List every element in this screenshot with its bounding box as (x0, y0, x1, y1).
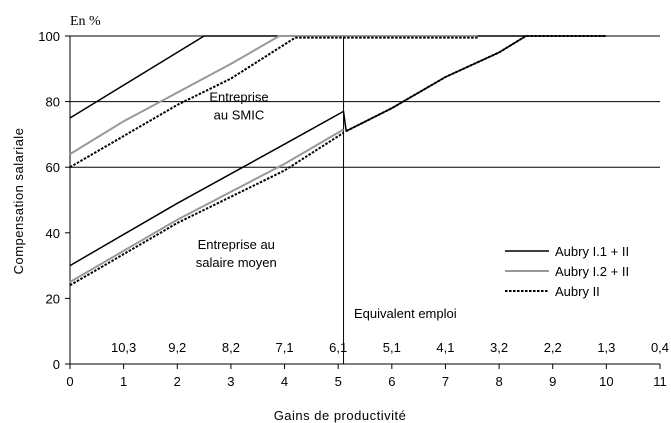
annotation-moyen-line: salaire moyen (196, 255, 277, 270)
y-tick-label: 60 (46, 160, 60, 175)
x-tick-label: 10 (599, 374, 613, 389)
x-tick-label: 8 (495, 374, 502, 389)
legend-label: Aubry II (555, 284, 600, 299)
y-tick-label: 0 (53, 357, 60, 372)
annotation-smic-line: Entreprise (209, 90, 268, 105)
x-tick-label: 6 (388, 374, 395, 389)
y-tick-label: 40 (46, 226, 60, 241)
x-tick-label: 9 (549, 374, 556, 389)
equivalent-emploi-value: 0,4 (651, 340, 669, 355)
x-tick-label: 5 (335, 374, 342, 389)
unit-label: En % (70, 14, 101, 29)
equivalent-emploi-label: Equivalent emploi (354, 306, 457, 321)
equivalent-emploi-value: 6,1 (329, 340, 347, 355)
series-lines (69, 35, 607, 287)
x-axis-ticks: 0 1 2 3 4 5 6 7 8 9 10 11 (66, 364, 667, 389)
equivalent-emploi-value: 2,2 (544, 340, 562, 355)
x-tick-label: 1 (120, 374, 127, 389)
axes (69, 36, 660, 365)
series-3-line-2 (69, 131, 345, 287)
equivalent-emploi-values: 10,3 9,2 8,2 7,1 6,1 5,1 4,1 3,2 2,2 1,3 0,4 (111, 340, 669, 355)
equivalent-emploi-value: 4,1 (436, 340, 454, 355)
equivalent-emploi-value: 7,1 (276, 340, 294, 355)
y-tick-label: 100 (38, 29, 60, 44)
series-2-line-1 (69, 35, 478, 155)
equivalent-emploi-value: 10,3 (111, 340, 136, 355)
series-3-line-3 (345, 35, 607, 132)
x-tick-label: 3 (227, 374, 234, 389)
x-tick-label: 2 (174, 374, 181, 389)
annotation-smic-line: au SMIC (214, 108, 265, 123)
annotation-moyen-line: Entreprise au (198, 237, 275, 252)
x-tick-label: 7 (442, 374, 449, 389)
series-1-line-1 (69, 35, 526, 119)
legend-label: Aubry I.2 + II (555, 264, 629, 279)
equivalent-emploi-value: 9,2 (168, 340, 186, 355)
x-tick-label: 0 (66, 374, 73, 389)
y-tick-label: 80 (46, 95, 60, 110)
equivalent-emploi-value: 1,3 (597, 340, 615, 355)
y-tick-label: 20 (46, 291, 60, 306)
series-1-line-2 (69, 35, 607, 267)
equivalent-emploi-value: 5,1 (383, 340, 401, 355)
series-3-line-1 (69, 36, 478, 169)
equivalent-emploi-value: 3,2 (490, 340, 508, 355)
y-axis-ticks: 0 20 40 60 80 100 (38, 29, 70, 372)
x-tick-label: 4 (281, 374, 288, 389)
x-axis-title: Gains de productivité (274, 408, 407, 423)
series-2-line-2 (69, 128, 345, 283)
legend-label: Aubry I.1 + II (555, 244, 629, 259)
legend: Aubry I.1 + II Aubry I.2 + II Aubry II (505, 244, 629, 299)
annotations: Entreprise au SMIC Entreprise au salaire mo… (196, 90, 277, 271)
y-axis-title: Compensation salariale (11, 128, 26, 275)
x-tick-label: 11 (653, 374, 667, 389)
equivalent-emploi-value: 8,2 (222, 340, 240, 355)
